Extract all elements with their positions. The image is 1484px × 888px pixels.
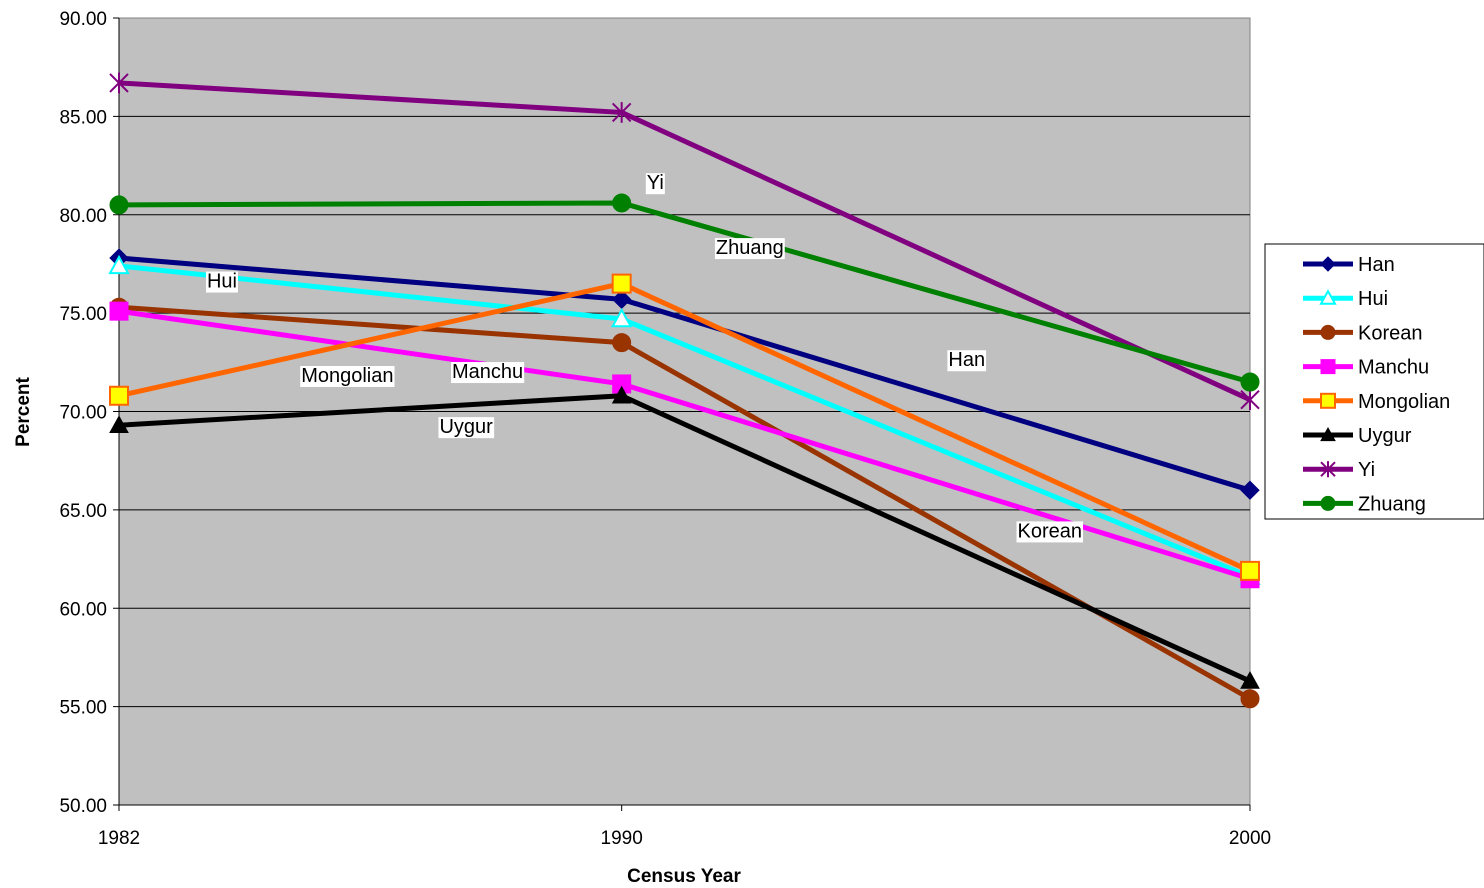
data-point — [1240, 671, 1260, 689]
annotation-box — [205, 271, 238, 293]
legend-label: Zhuang — [1358, 493, 1426, 515]
data-point — [611, 273, 632, 294]
annotation-box — [947, 350, 987, 372]
legend-label: Uygur — [1358, 425, 1412, 447]
legend-entry-zhuang: Zhuang — [1303, 493, 1426, 515]
legend-entry-hui: Hui — [1303, 288, 1388, 310]
data-point — [612, 333, 632, 353]
data-point — [1240, 689, 1260, 709]
legend-entry-mongolian: Mongolian — [1303, 391, 1450, 413]
x-tick-label: 1990 — [601, 828, 643, 849]
data-point — [1320, 495, 1336, 511]
annotation-box — [645, 173, 665, 195]
annotation-manchu: Manchu — [451, 361, 525, 384]
annotation-box — [438, 417, 495, 439]
legend-label: Korean — [1358, 322, 1423, 344]
legend-label: Hui — [1358, 288, 1388, 310]
data-point — [1320, 461, 1336, 478]
data-point — [109, 195, 129, 215]
legend-box — [1264, 243, 1484, 520]
annotation-label: Mongolian — [301, 365, 393, 387]
annotation-label: Zhuang — [716, 237, 784, 259]
data-point — [611, 385, 632, 404]
y-tick-label: 60.00 — [59, 599, 107, 620]
annotation-box — [451, 362, 525, 384]
markers-yi — [109, 72, 1260, 411]
markers-zhuang — [109, 193, 1260, 392]
annotation-label: Han — [948, 349, 985, 371]
annotation-korean: Korean — [1016, 520, 1084, 543]
y-tick-label: 55.00 — [59, 698, 107, 719]
data-point — [612, 193, 632, 213]
legend-entry-korean: Korean — [1303, 322, 1423, 344]
y-axis-ticks: 50.00 55.00 60.00 65.00 70.00 75.00 80.00 85.00… — [59, 9, 120, 817]
y-tick-label: 90.00 — [59, 9, 107, 30]
annotation-box — [300, 365, 395, 387]
data-point — [1320, 256, 1336, 272]
data-point — [1319, 289, 1337, 305]
y-tick-label: 85.00 — [59, 107, 107, 128]
data-point — [1320, 392, 1336, 409]
legend-entry-han: Han — [1303, 254, 1395, 276]
data-point — [1320, 324, 1336, 340]
data-point — [1240, 372, 1260, 392]
data-point — [109, 301, 129, 321]
y-tick-label: 65.00 — [59, 501, 107, 522]
annotation-yi: Yi — [645, 172, 665, 195]
annotation-label: Korean — [1018, 520, 1082, 542]
x-axis-title: Census Year — [627, 866, 741, 887]
legend-entry-yi: Yi — [1303, 459, 1375, 481]
data-point — [108, 254, 130, 275]
annotation-zhuang: Zhuang — [714, 237, 785, 260]
series-lines — [108, 72, 1261, 709]
y-tick-label: 70.00 — [59, 403, 107, 424]
y-tick-label: 80.00 — [59, 206, 107, 227]
annotation-han: Han — [947, 349, 987, 372]
y-tick-label: 75.00 — [59, 304, 107, 325]
annotations: Yi Zhuang Hui Han Mongolian Manchu Uygur Korean — [205, 172, 1084, 543]
legend-entry-manchu: Manchu — [1303, 357, 1429, 379]
annotation-box — [714, 238, 785, 260]
markers-uygur — [109, 385, 1260, 689]
annotation-label: Hui — [207, 271, 237, 293]
data-point — [610, 307, 633, 328]
data-point — [109, 385, 129, 406]
x-tick-label: 2000 — [1229, 828, 1271, 849]
legend: Han Hui Korean Manchu Mongolian Uygur Yi Zhuang — [1264, 243, 1484, 520]
data-point — [1320, 426, 1336, 442]
data-point — [109, 72, 129, 94]
x-axis-ticks: 1982 1990 2000 — [98, 804, 1271, 849]
annotation-box — [1016, 521, 1084, 543]
legend-label: Manchu — [1358, 357, 1429, 379]
markers-mongolian — [109, 273, 1260, 581]
data-point — [109, 415, 129, 433]
data-point — [1240, 389, 1260, 411]
annotation-uygur: Uygur — [438, 416, 495, 439]
legend-entry-uygur: Uygur — [1303, 425, 1412, 447]
legend-label: Han — [1358, 254, 1395, 276]
y-tick-label: 50.00 — [59, 796, 107, 817]
annotation-hui: Hui — [205, 271, 238, 293]
x-tick-label: 1982 — [98, 828, 140, 849]
annotation-label: Manchu — [452, 361, 523, 383]
data-point — [1320, 359, 1336, 375]
legend-label: Yi — [1358, 459, 1375, 481]
legend-label: Mongolian — [1358, 391, 1450, 413]
annotation-label: Yi — [647, 172, 664, 194]
y-axis-title: Percent — [13, 376, 34, 446]
data-point — [611, 102, 632, 123]
data-point — [1240, 560, 1260, 581]
data-point — [1240, 480, 1260, 500]
annotation-label: Uygur — [439, 416, 493, 438]
annotation-mongolian: Mongolian — [300, 365, 395, 387]
